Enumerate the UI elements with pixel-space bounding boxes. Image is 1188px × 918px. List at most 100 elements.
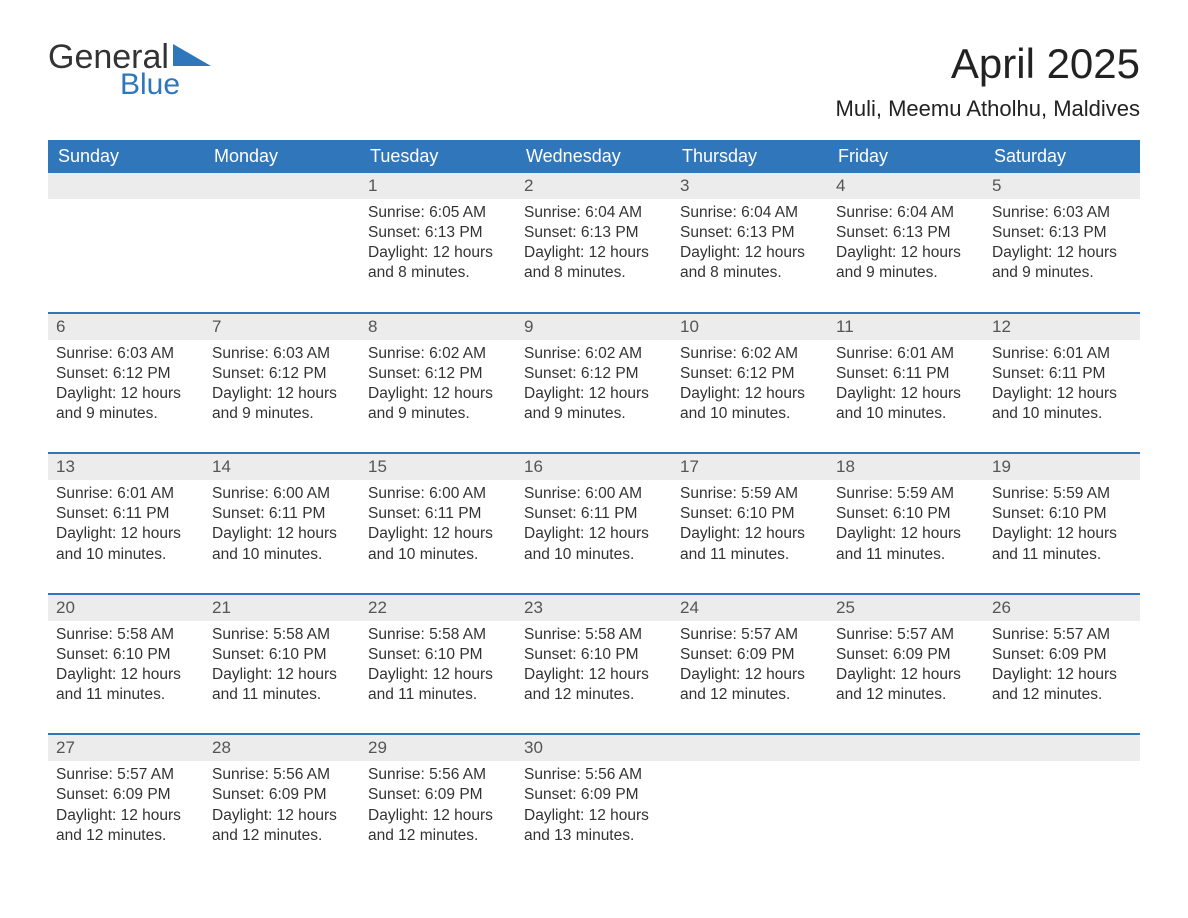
daylight-line: Daylight: 12 hours and 11 minutes. — [56, 665, 196, 705]
calendar-cell: 25Sunrise: 5:57 AMSunset: 6:09 PMDayligh… — [828, 594, 984, 735]
sunrise-line: Sunrise: 5:59 AM — [992, 484, 1132, 504]
daylight-line: Daylight: 12 hours and 8 minutes. — [368, 243, 508, 283]
sunset-line: Sunset: 6:11 PM — [56, 504, 196, 524]
sunrise-line: Sunrise: 5:57 AM — [992, 625, 1132, 645]
calendar-cell: 3Sunrise: 6:04 AMSunset: 6:13 PMDaylight… — [672, 173, 828, 313]
sunset-line: Sunset: 6:13 PM — [680, 223, 820, 243]
calendar-cell: 20Sunrise: 5:58 AMSunset: 6:10 PMDayligh… — [48, 594, 204, 735]
sunrise-line: Sunrise: 5:57 AM — [836, 625, 976, 645]
day-body: Sunrise: 6:00 AMSunset: 6:11 PMDaylight:… — [360, 480, 516, 593]
daylight-line: Daylight: 12 hours and 12 minutes. — [56, 806, 196, 846]
calendar-cell: 15Sunrise: 6:00 AMSunset: 6:11 PMDayligh… — [360, 453, 516, 594]
weekday-header: Monday — [204, 140, 360, 173]
day-body: Sunrise: 6:01 AMSunset: 6:11 PMDaylight:… — [984, 340, 1140, 453]
calendar-cell: 10Sunrise: 6:02 AMSunset: 6:12 PMDayligh… — [672, 313, 828, 454]
calendar-cell: 4Sunrise: 6:04 AMSunset: 6:13 PMDaylight… — [828, 173, 984, 313]
calendar-cell: 29Sunrise: 5:56 AMSunset: 6:09 PMDayligh… — [360, 734, 516, 874]
calendar-cell: 1Sunrise: 6:05 AMSunset: 6:13 PMDaylight… — [360, 173, 516, 313]
day-body: Sunrise: 6:04 AMSunset: 6:13 PMDaylight:… — [516, 199, 672, 312]
sunrise-line: Sunrise: 6:02 AM — [368, 344, 508, 364]
title-block: April 2025 Muli, Meemu Atholhu, Maldives — [836, 40, 1140, 122]
day-number: 9 — [516, 314, 672, 340]
sunset-line: Sunset: 6:10 PM — [524, 645, 664, 665]
daylight-line: Daylight: 12 hours and 10 minutes. — [680, 384, 820, 424]
calendar-cell — [828, 734, 984, 874]
daylight-line: Daylight: 12 hours and 13 minutes. — [524, 806, 664, 846]
day-body: Sunrise: 5:58 AMSunset: 6:10 PMDaylight:… — [516, 621, 672, 734]
header: General Blue April 2025 Muli, Meemu Atho… — [48, 40, 1140, 122]
day-body: Sunrise: 5:56 AMSunset: 6:09 PMDaylight:… — [516, 761, 672, 874]
sunset-line: Sunset: 6:10 PM — [680, 504, 820, 524]
day-number: 13 — [48, 454, 204, 480]
sunset-line: Sunset: 6:13 PM — [524, 223, 664, 243]
day-body: Sunrise: 5:59 AMSunset: 6:10 PMDaylight:… — [672, 480, 828, 593]
calendar-cell — [672, 734, 828, 874]
day-number: 5 — [984, 173, 1140, 199]
sunrise-line: Sunrise: 5:58 AM — [56, 625, 196, 645]
sunset-line: Sunset: 6:10 PM — [56, 645, 196, 665]
weekday-header: Thursday — [672, 140, 828, 173]
sunset-line: Sunset: 6:11 PM — [992, 364, 1132, 384]
day-body: Sunrise: 5:57 AMSunset: 6:09 PMDaylight:… — [828, 621, 984, 734]
day-number — [828, 735, 984, 761]
day-number: 17 — [672, 454, 828, 480]
daylight-line: Daylight: 12 hours and 9 minutes. — [56, 384, 196, 424]
sunset-line: Sunset: 6:10 PM — [368, 645, 508, 665]
day-number: 29 — [360, 735, 516, 761]
daylight-line: Daylight: 12 hours and 9 minutes. — [368, 384, 508, 424]
sunrise-line: Sunrise: 6:00 AM — [524, 484, 664, 504]
daylight-line: Daylight: 12 hours and 10 minutes. — [836, 384, 976, 424]
calendar-cell — [984, 734, 1140, 874]
day-body — [672, 761, 828, 861]
sunrise-line: Sunrise: 5:59 AM — [836, 484, 976, 504]
day-body: Sunrise: 6:03 AMSunset: 6:12 PMDaylight:… — [48, 340, 204, 453]
sunrise-line: Sunrise: 6:00 AM — [368, 484, 508, 504]
sunset-line: Sunset: 6:09 PM — [992, 645, 1132, 665]
sunset-line: Sunset: 6:09 PM — [836, 645, 976, 665]
weekday-header: Tuesday — [360, 140, 516, 173]
sunset-line: Sunset: 6:12 PM — [212, 364, 352, 384]
day-body: Sunrise: 5:59 AMSunset: 6:10 PMDaylight:… — [984, 480, 1140, 593]
daylight-line: Daylight: 12 hours and 11 minutes. — [836, 524, 976, 564]
daylight-line: Daylight: 12 hours and 10 minutes. — [212, 524, 352, 564]
day-body — [204, 199, 360, 299]
sunset-line: Sunset: 6:11 PM — [212, 504, 352, 524]
calendar-cell: 12Sunrise: 6:01 AMSunset: 6:11 PMDayligh… — [984, 313, 1140, 454]
daylight-line: Daylight: 12 hours and 12 minutes. — [836, 665, 976, 705]
day-number: 23 — [516, 595, 672, 621]
day-number: 19 — [984, 454, 1140, 480]
day-body: Sunrise: 5:59 AMSunset: 6:10 PMDaylight:… — [828, 480, 984, 593]
calendar-cell: 30Sunrise: 5:56 AMSunset: 6:09 PMDayligh… — [516, 734, 672, 874]
day-number: 24 — [672, 595, 828, 621]
day-body: Sunrise: 6:02 AMSunset: 6:12 PMDaylight:… — [672, 340, 828, 453]
calendar-cell: 28Sunrise: 5:56 AMSunset: 6:09 PMDayligh… — [204, 734, 360, 874]
day-number: 26 — [984, 595, 1140, 621]
calendar-cell: 21Sunrise: 5:58 AMSunset: 6:10 PMDayligh… — [204, 594, 360, 735]
day-number: 11 — [828, 314, 984, 340]
calendar-cell: 19Sunrise: 5:59 AMSunset: 6:10 PMDayligh… — [984, 453, 1140, 594]
sunset-line: Sunset: 6:10 PM — [212, 645, 352, 665]
day-body — [828, 761, 984, 861]
calendar-cell — [204, 173, 360, 313]
sunrise-line: Sunrise: 5:57 AM — [56, 765, 196, 785]
sunset-line: Sunset: 6:09 PM — [212, 785, 352, 805]
sunrise-line: Sunrise: 5:56 AM — [212, 765, 352, 785]
weekday-header: Wednesday — [516, 140, 672, 173]
location: Muli, Meemu Atholhu, Maldives — [836, 96, 1140, 122]
day-body: Sunrise: 6:01 AMSunset: 6:11 PMDaylight:… — [48, 480, 204, 593]
day-body: Sunrise: 6:01 AMSunset: 6:11 PMDaylight:… — [828, 340, 984, 453]
day-body: Sunrise: 6:02 AMSunset: 6:12 PMDaylight:… — [516, 340, 672, 453]
sunrise-line: Sunrise: 5:58 AM — [524, 625, 664, 645]
daylight-line: Daylight: 12 hours and 10 minutes. — [56, 524, 196, 564]
daylight-line: Daylight: 12 hours and 11 minutes. — [992, 524, 1132, 564]
daylight-line: Daylight: 12 hours and 12 minutes. — [680, 665, 820, 705]
daylight-line: Daylight: 12 hours and 12 minutes. — [524, 665, 664, 705]
sunrise-line: Sunrise: 5:56 AM — [368, 765, 508, 785]
calendar-cell: 23Sunrise: 5:58 AMSunset: 6:10 PMDayligh… — [516, 594, 672, 735]
day-number — [48, 173, 204, 199]
day-number: 25 — [828, 595, 984, 621]
sunrise-line: Sunrise: 6:03 AM — [212, 344, 352, 364]
sunset-line: Sunset: 6:13 PM — [836, 223, 976, 243]
logo-text-blue: Blue — [120, 70, 211, 100]
sunset-line: Sunset: 6:09 PM — [524, 785, 664, 805]
